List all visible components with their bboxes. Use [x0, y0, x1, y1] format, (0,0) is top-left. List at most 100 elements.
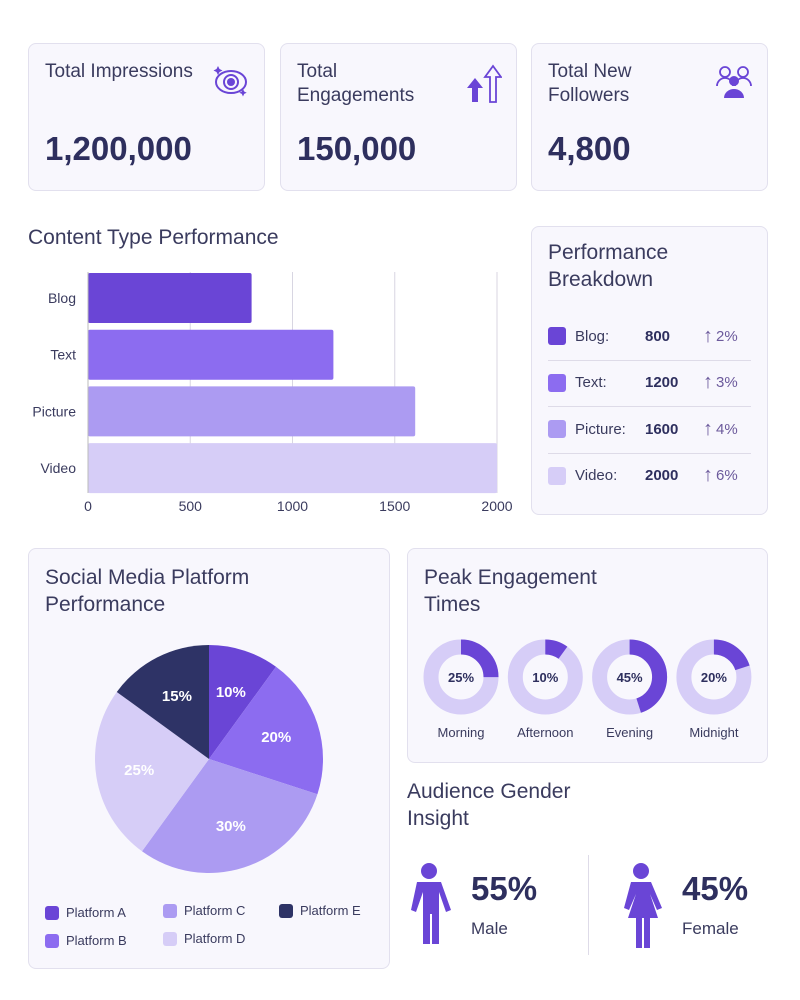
row-change: 4% [716, 420, 738, 438]
row-name: Blog: [575, 327, 610, 345]
legend-label: Platform C [184, 903, 246, 918]
pie-slice-label: 15% [162, 688, 192, 705]
bar-text [88, 329, 334, 380]
male-label: Male [471, 919, 508, 938]
kpi-value: 150,000 [297, 130, 417, 167]
row-divider [548, 452, 751, 454]
kpi-value: 1,200,000 [45, 130, 192, 167]
x-tick-label: 2000 [481, 498, 512, 514]
donut-percent: 10% [532, 670, 558, 685]
pie-chart-title: Social Media Platform Performance [45, 566, 250, 616]
row-divider [548, 406, 751, 407]
donut-category-label: Afternoon [517, 725, 573, 740]
arrow-up-icon: ↑ [703, 417, 713, 440]
legend-label: Platform E [300, 903, 361, 918]
female-percent: 45% [682, 870, 749, 907]
color-swatch [548, 327, 566, 345]
arrow-up-icon: ↑ [703, 464, 713, 486]
female-label: Female [682, 919, 739, 938]
pie-slice-label: 30% [216, 818, 246, 835]
row-value: 1600 [645, 420, 679, 438]
performance-breakdown-card: Performance Breakdown Blog: 800 ↑ 2% Text: 12… [531, 226, 768, 515]
donut-category-label: Morning [438, 725, 485, 740]
kpi-value: 4,800 [548, 130, 631, 167]
x-tick-label: 1500 [379, 498, 410, 514]
bar-chart-title: Content Type Performance [28, 226, 279, 249]
legend-item: Platform B [45, 933, 127, 948]
male-percent: 55% [471, 870, 538, 907]
color-swatch [548, 420, 566, 438]
pie-slice-platform-a [209, 645, 277, 759]
donut-percent: 20% [701, 670, 727, 685]
donut-percent: 25% [448, 670, 474, 685]
kpi-label: Total Engagements [297, 61, 415, 106]
kpi-card-followers: Total New Followers 4,800 [531, 43, 768, 191]
breakdown-row: Text: 1200 ↑ 3% [548, 360, 751, 406]
row-name: Picture: [575, 420, 626, 438]
donut-track [507, 639, 583, 715]
kpi-card-impressions: Total Impressions 1,200,000 [28, 43, 265, 191]
row-value: 800 [645, 327, 671, 345]
female-icon [624, 863, 662, 948]
legend-label: Platform B [66, 933, 127, 948]
x-tick-label: 500 [179, 498, 203, 514]
donut-value-arc [676, 639, 752, 715]
row-name: Text: [575, 374, 607, 391]
pie-slice-label: 20% [261, 729, 291, 746]
pie-slice-platform-c [141, 759, 318, 873]
row-value: 1200 [645, 374, 679, 391]
legend-swatch [279, 903, 293, 918]
breakdown-row: Blog: 800 ↑ 2% [548, 313, 751, 359]
breakdown-row: Picture: 1600 ↑ 4% [548, 406, 751, 452]
arrows-up-icon [467, 64, 502, 103]
kpi-card-engagements: Total Engagements 150,000 [280, 43, 517, 191]
pie-slice-label: 25% [124, 762, 154, 779]
pie-slice-platform-b [209, 666, 323, 795]
legend-item: Platform A [45, 905, 126, 920]
legend-swatch [45, 905, 59, 920]
bar-picture [88, 386, 416, 437]
gender-divider [588, 855, 589, 955]
y-category-label: Text [50, 347, 76, 363]
y-category-label: Picture [32, 403, 76, 419]
eye-icon [213, 66, 247, 97]
bar-video [88, 443, 497, 494]
breakdown-title: Performance Breakdown [548, 241, 669, 291]
arrow-up-icon: ↑ [703, 371, 713, 393]
row-value: 2000 [645, 467, 679, 484]
donut-percent: 45% [617, 670, 643, 685]
kpi-label: Total Impressions [45, 61, 193, 82]
gender-title: Audience Gender Insight [407, 780, 571, 830]
color-swatch [548, 373, 566, 392]
legend-swatch [45, 933, 59, 948]
donut-category-label: Evening [606, 725, 653, 740]
x-tick-label: 1000 [277, 498, 308, 514]
male-icon [411, 863, 451, 944]
donut-value-arc [423, 639, 499, 715]
donut-category-label: Midnight [689, 725, 739, 740]
color-swatch [548, 466, 566, 485]
legend-item: Platform C [163, 903, 245, 918]
row-change: 3% [716, 374, 738, 391]
kpi-label: Total New Followers [548, 61, 632, 106]
pie-slice-platform-e [116, 645, 209, 759]
legend-item: Platform E [279, 903, 361, 918]
breakdown-row: Video: 2000 ↑ 6% [548, 453, 751, 499]
users-icon [716, 66, 752, 98]
legend-item: Platform D [163, 931, 245, 946]
legend-swatch [163, 931, 177, 946]
arrow-up-icon: ↑ [703, 324, 713, 347]
platform-pie-chart: 10% 20% 30% 25% 15% [94, 645, 323, 873]
legend-label: Platform D [184, 931, 246, 946]
row-name: Video: [575, 467, 618, 484]
peak-donut-charts: 25% Morning 10% Afternoon 45% Evening 20% Midni… [423, 639, 752, 740]
pie-slice-label: 10% [216, 684, 246, 701]
peak-title: Peak Engagement Times [424, 566, 597, 616]
row-change: 6% [716, 467, 738, 484]
peak-engagement-card: Peak Engagement Times 25% Morning 10% After… [407, 548, 768, 763]
y-category-label: Blog [48, 290, 76, 306]
content-type-bar-chart: 0 500 1000 1500 2000 Blog Text Picture Video [32, 272, 513, 514]
legend-swatch [163, 903, 177, 918]
platform-performance-card: Social Media Platform Performance 10% 20%… [28, 548, 390, 969]
y-category-label: Video [40, 460, 76, 476]
